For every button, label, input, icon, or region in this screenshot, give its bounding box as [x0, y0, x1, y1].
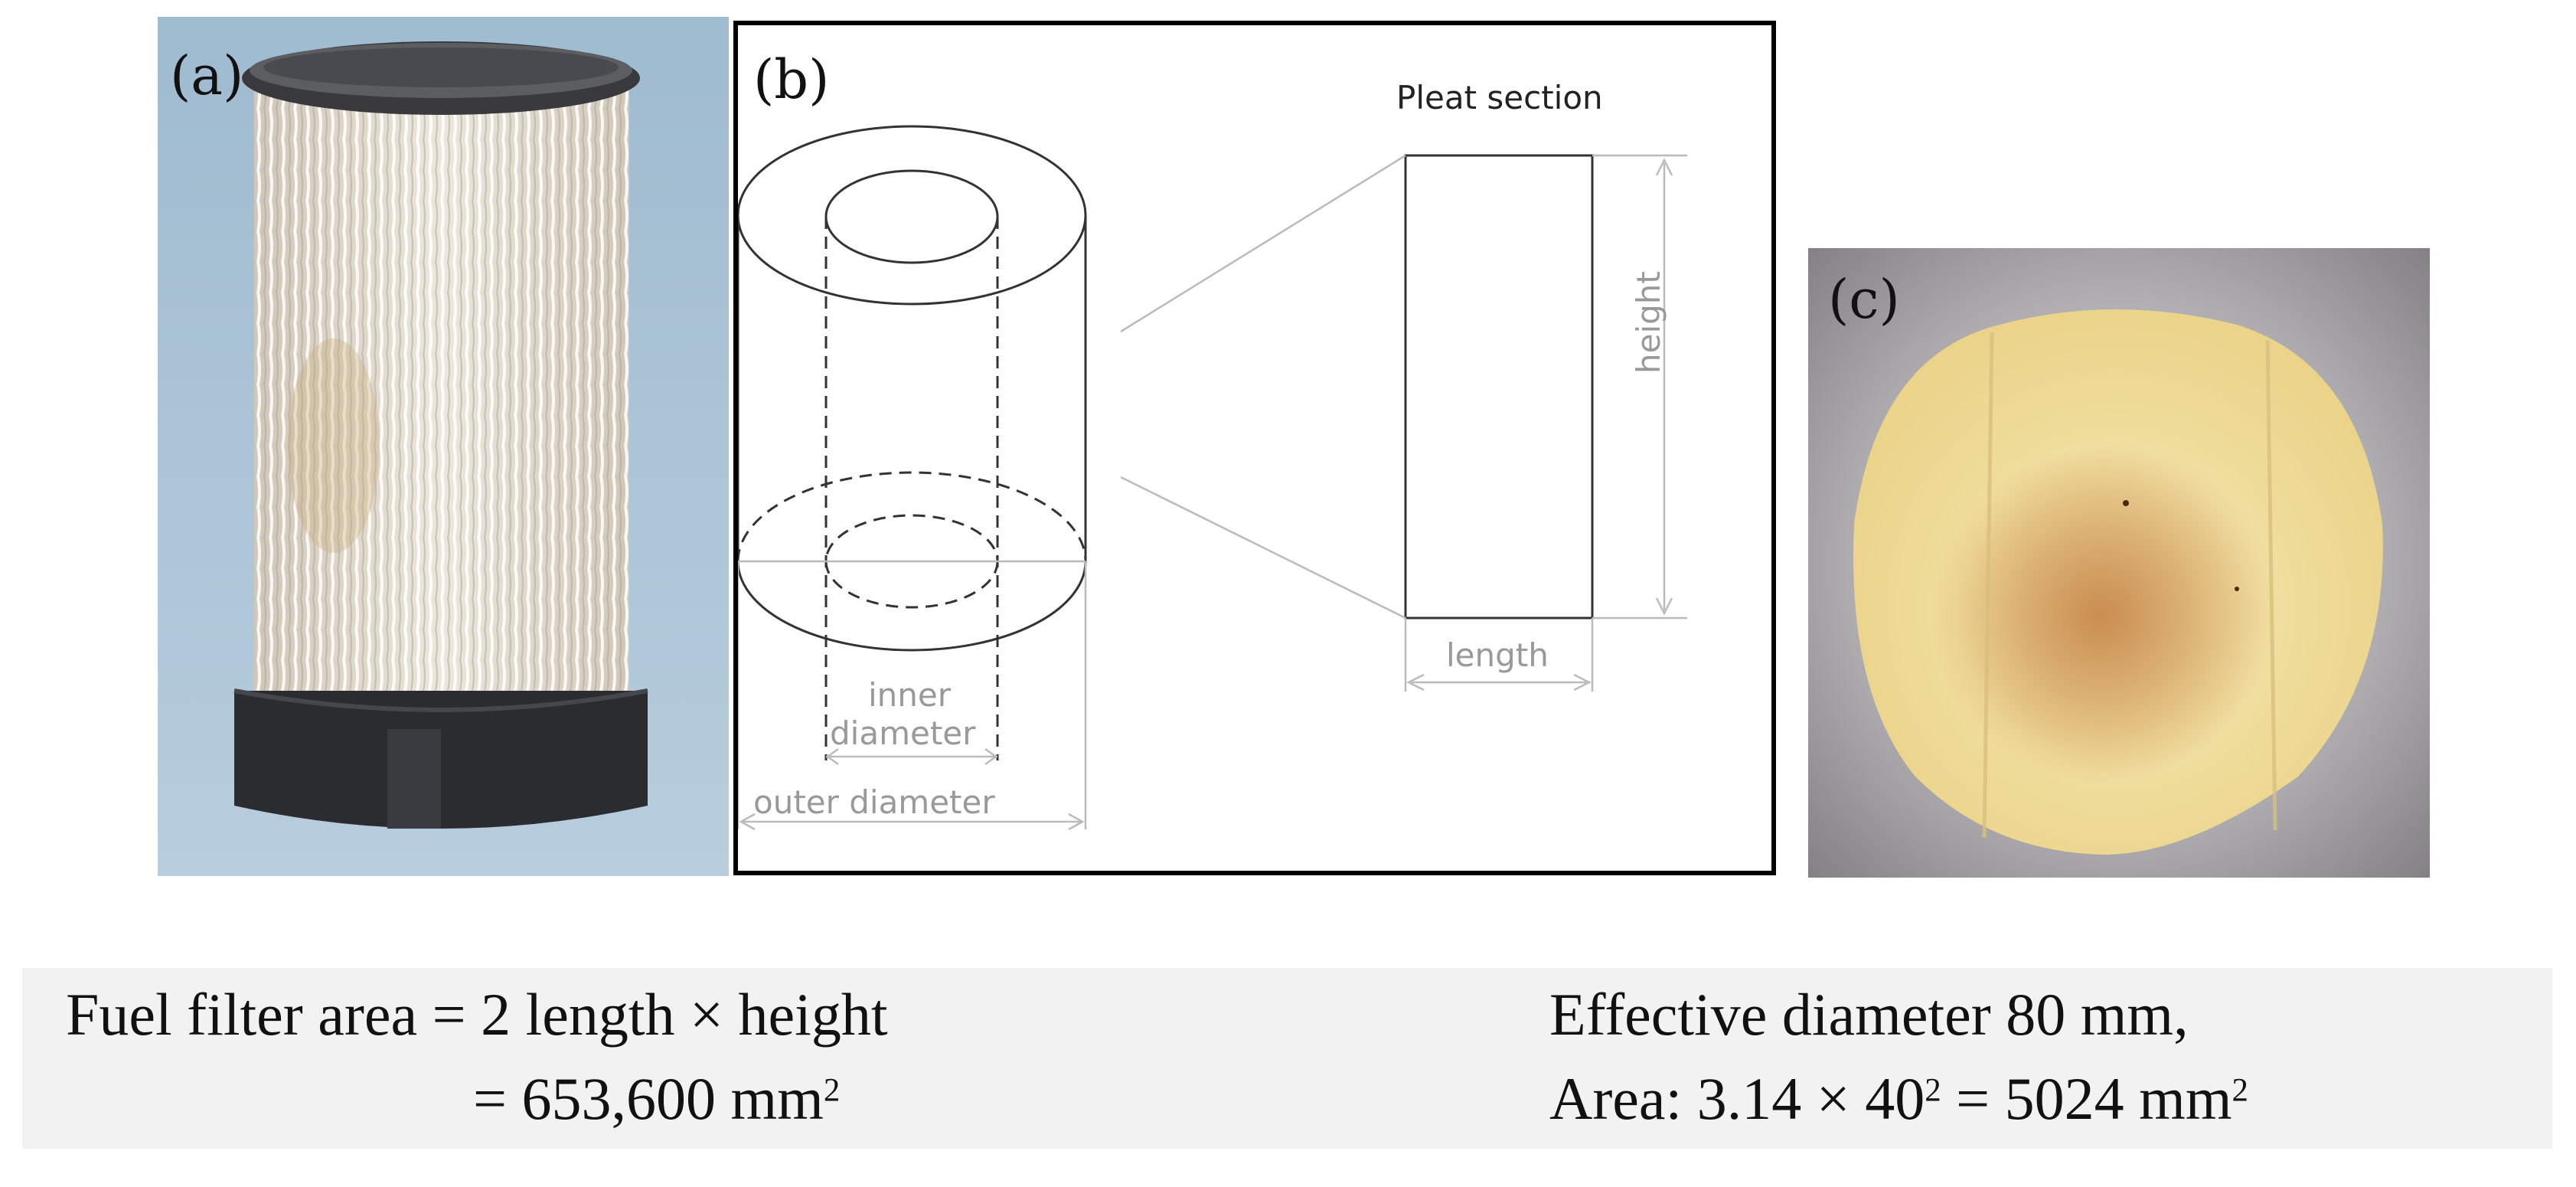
pleat-section-rect — [1404, 154, 1594, 620]
fuel-filter-photo — [158, 17, 729, 876]
filter-paper-area-formula: Area: 3.14 × 402 = 5024 mm2 — [1549, 1065, 2248, 1132]
zoom-line-bottom — [1120, 476, 1406, 620]
inner-diameter-label-line1: inner — [868, 676, 952, 714]
zoom-line-top — [1120, 154, 1406, 333]
fuel-filter-area-value: = 653,600 mm2 — [473, 1065, 841, 1132]
filter-paper-illustration — [1808, 248, 2430, 878]
cylinder-bottom-front — [738, 561, 1087, 652]
fuel-filter-illustration — [158, 17, 729, 876]
filter-paper-photo — [1808, 248, 2430, 878]
fuel-filter-area-formula: Fuel filter area = 2 length × height — [66, 981, 888, 1048]
effective-diameter-text: Effective diameter 80 mm, — [1549, 981, 2189, 1048]
cylinder-top-outer — [738, 125, 1087, 306]
panel-label-a: (a) — [170, 44, 244, 107]
panel-label-b: (b) — [753, 48, 830, 111]
cylinder-top-inner — [824, 169, 999, 264]
pleat-geometry-diagram: (b) Pleat section height length inner di… — [733, 21, 1776, 875]
pleat-section-title: Pleat section — [1396, 79, 1603, 116]
formula-band — [22, 968, 2552, 1149]
inner-diameter-label-line2: diameter — [830, 714, 976, 752]
panel-label-c: (c) — [1828, 268, 1900, 331]
diagram-svg — [738, 125, 1687, 831]
outer-diameter-label: outer diameter — [753, 783, 995, 821]
height-label: height — [1630, 271, 1667, 374]
cylinder-bottom-back — [738, 471, 1087, 562]
length-label: length — [1446, 636, 1549, 674]
